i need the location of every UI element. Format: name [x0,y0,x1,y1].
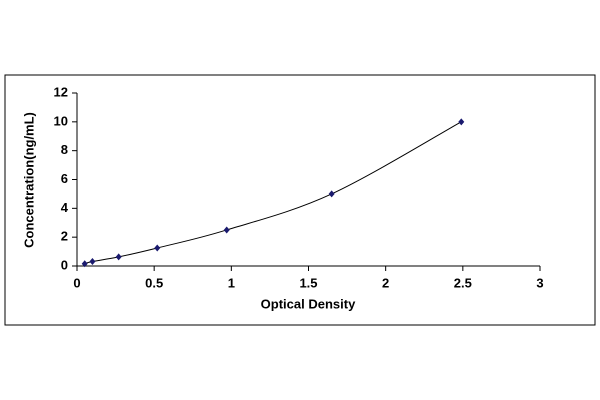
y-tick-label: 8 [61,142,68,157]
y-tick-label: 10 [54,113,68,128]
data-point [328,190,335,198]
x-tick-label: 0.5 [145,275,163,290]
x-tick-label: 2.5 [454,275,472,290]
data-point [115,253,122,261]
data-point [458,118,465,126]
y-tick-label: 4 [61,200,69,215]
y-tick-label: 2 [61,229,68,244]
data-point [81,260,88,268]
x-axis-label: Optical Density [261,296,356,311]
data-point [223,226,230,234]
x-tick-label: 3 [536,275,543,290]
y-tick-label: 12 [54,84,68,99]
chart-frame [4,74,596,326]
y-tick-label: 0 [61,257,68,272]
trend-line [84,121,462,265]
x-tick-label: 0 [73,275,80,290]
y-axis-label: Concentration(ng/mL) [21,112,36,248]
x-tick-label: 1 [228,275,235,290]
data-point [89,258,96,266]
x-tick-label: 2 [382,275,389,290]
data-point [154,244,161,252]
y-tick-label: 6 [61,171,68,186]
x-tick-label: 1.5 [299,275,317,290]
